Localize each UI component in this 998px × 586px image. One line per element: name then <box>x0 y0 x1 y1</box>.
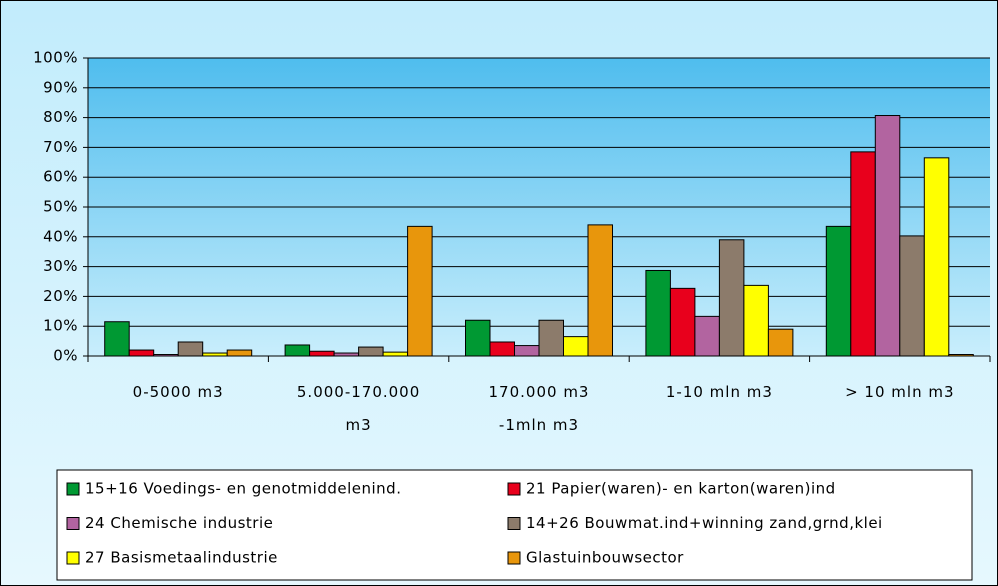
x-tick-label: > 10 mln m3 <box>845 383 955 401</box>
legend-swatch <box>507 551 521 565</box>
bar <box>767 328 794 357</box>
bar <box>514 345 540 357</box>
bar <box>358 346 384 357</box>
y-tick-label: 80% <box>43 108 78 126</box>
y-tick-label: 40% <box>43 227 78 245</box>
legend-label: Glastuinbouwsector <box>526 549 684 567</box>
bar <box>874 115 901 357</box>
bar <box>718 239 745 357</box>
bar <box>407 225 433 357</box>
legend-swatch <box>507 517 521 530</box>
x-tick-label: 1-10 mln m3 <box>665 383 773 401</box>
legend-swatch <box>507 482 521 496</box>
y-tick-label: 10% <box>43 317 78 335</box>
legend-label: 15+16 Voedings- en genotmiddelenind. <box>85 480 401 498</box>
legend-label: 21 Papier(waren)- en karton(waren)ind <box>526 480 836 498</box>
y-tick-label: 30% <box>43 257 78 275</box>
bar <box>226 349 253 357</box>
bar <box>465 319 491 357</box>
legend-swatch <box>66 517 80 530</box>
bar <box>850 151 876 357</box>
y-tick-label: 70% <box>43 138 78 156</box>
legend-swatch <box>66 551 80 565</box>
bar <box>825 225 852 357</box>
legend-swatch <box>66 482 80 496</box>
x-tick-label: 170.000 m3 -1mln m3 <box>488 383 590 434</box>
y-tick-label: 50% <box>43 198 78 216</box>
bar <box>128 349 155 357</box>
bar <box>177 341 204 357</box>
x-tick-label: 5.000-170.000 m3 <box>296 383 421 434</box>
y-tick-label: 20% <box>43 287 78 305</box>
bar <box>923 157 950 357</box>
bar <box>587 224 613 357</box>
y-tick-label: 90% <box>43 78 78 96</box>
bar <box>899 235 925 357</box>
y-tick-label: 0% <box>53 347 78 365</box>
bar <box>489 341 515 357</box>
bar <box>563 336 589 357</box>
bar <box>743 284 769 357</box>
legend-label: 27 Basismetaalindustrie <box>85 549 278 567</box>
bar <box>104 321 130 357</box>
bar <box>382 351 409 357</box>
bar <box>645 269 671 357</box>
bar <box>694 315 720 357</box>
y-tick-label: 60% <box>43 168 78 186</box>
y-tick-label: 100% <box>33 49 78 67</box>
bar <box>284 344 311 357</box>
bar <box>669 287 696 357</box>
x-tick-label: 0-5000 m3 <box>132 383 224 401</box>
bar <box>538 319 564 357</box>
legend-label: 14+26 Bouwmat.ind+winning zand,grnd,klei <box>526 514 883 532</box>
bar <box>309 350 335 357</box>
legend-label: 24 Chemische industrie <box>85 514 273 532</box>
